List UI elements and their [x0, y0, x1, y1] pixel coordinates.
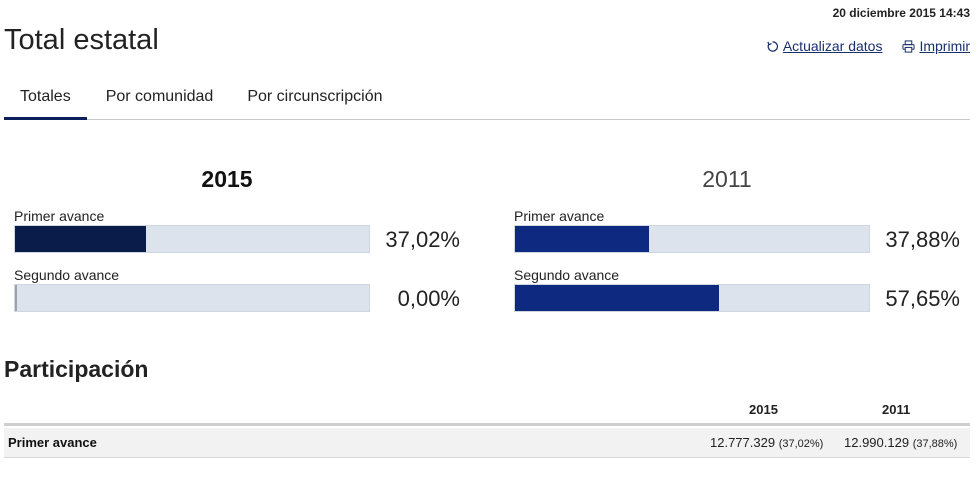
refresh-data-link[interactable]: Actualizar datos [766, 38, 883, 54]
tab-por-comunidad[interactable]: Por comunidad [105, 88, 214, 105]
votes-2015: 12.777.329 [710, 435, 776, 450]
progress-fill [15, 226, 147, 252]
print-label: Imprimir [919, 38, 970, 54]
participation-table-header: 2015 2011 [4, 400, 970, 426]
refresh-icon [767, 40, 778, 52]
progress-fill [15, 285, 17, 311]
header-actions: Actualizar datos Imprimir [766, 38, 970, 54]
tab-totales[interactable]: Totales [4, 79, 87, 120]
column-header-2015: 2015 [749, 402, 778, 417]
view-tabs: Totales Por comunidad Por circunscripció… [4, 79, 970, 120]
cell-2015: 12.777.329 (37,02%) [710, 435, 823, 450]
progress-row: Primer avance 37,02% [4, 208, 474, 267]
progress-value: 0,00% [397, 286, 460, 311]
progress-label: Segundo avance [14, 267, 120, 283]
row-label: Primer avance [8, 435, 97, 450]
year-block-2011: 2011 Primer avance 37,88% Segundo avance… [504, 166, 974, 326]
refresh-data-label: Actualizar datos [782, 38, 883, 54]
column-header-2011: 2011 [882, 402, 911, 417]
table-row: Primer avance 12.777.329 (37,02%) 12.990… [4, 428, 970, 458]
progress-track [514, 284, 870, 312]
progress-label: Segundo avance [514, 267, 620, 283]
percent-2015: (37,02%) [778, 438, 824, 450]
update-timestamp: 20 diciembre 2015 14:43 [832, 6, 970, 20]
progress-label: Primer avance [514, 208, 605, 224]
progress-row: Primer avance 37,88% [504, 208, 974, 267]
year-title-2011: 2011 [702, 166, 752, 192]
progress-row: Segundo avance 57,65% [504, 267, 974, 326]
tab-por-circunscripcion[interactable]: Por circunscripción [247, 88, 383, 105]
progress-value: 37,02% [385, 227, 460, 252]
print-link[interactable]: Imprimir [902, 38, 970, 54]
progress-fill [515, 285, 720, 311]
progress-track [514, 225, 870, 253]
participation-title: Participación [4, 356, 149, 382]
progress-row: Segundo avance 0,00% [4, 267, 474, 326]
progress-fill [515, 226, 650, 252]
progress-track [14, 225, 370, 253]
year-title-2015: 2015 [201, 166, 253, 192]
votes-2011: 12.990.129 [844, 435, 910, 450]
progress-track [14, 284, 370, 312]
progress-value: 37,88% [885, 227, 960, 252]
cell-2011: 12.990.129 (37,88%) [844, 435, 957, 450]
page-title: Total estatal [4, 24, 159, 56]
year-block-2015: 2015 Primer avance 37,02% Segundo avance… [4, 166, 474, 326]
percent-2011: (37,88%) [912, 438, 958, 450]
print-icon [902, 39, 916, 53]
progress-label: Primer avance [14, 208, 105, 224]
progress-value: 57,65% [885, 286, 960, 311]
